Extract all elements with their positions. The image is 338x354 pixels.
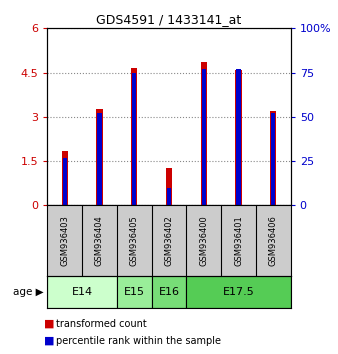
Text: age ▶: age ▶ bbox=[13, 287, 44, 297]
Bar bbox=[47, 276, 117, 308]
Text: GSM936406: GSM936406 bbox=[269, 215, 278, 266]
Bar bbox=[271, 113, 275, 205]
Text: ■: ■ bbox=[44, 319, 54, 329]
Text: GSM936402: GSM936402 bbox=[165, 215, 173, 266]
Bar bbox=[117, 276, 152, 308]
Bar bbox=[131, 68, 137, 205]
Bar bbox=[202, 69, 206, 205]
Text: GSM936405: GSM936405 bbox=[130, 215, 139, 266]
Bar bbox=[96, 109, 103, 205]
Text: ■: ■ bbox=[44, 336, 54, 346]
Bar bbox=[166, 167, 172, 205]
Bar bbox=[270, 111, 276, 205]
Text: GSM936403: GSM936403 bbox=[60, 215, 69, 266]
Text: E14: E14 bbox=[72, 287, 93, 297]
Text: GSM936404: GSM936404 bbox=[95, 215, 104, 266]
Bar bbox=[63, 158, 67, 205]
Bar bbox=[132, 73, 136, 205]
Bar bbox=[201, 62, 207, 205]
Text: GSM936400: GSM936400 bbox=[199, 215, 208, 266]
Text: E15: E15 bbox=[124, 287, 145, 297]
Title: GDS4591 / 1433141_at: GDS4591 / 1433141_at bbox=[96, 13, 242, 26]
Bar bbox=[62, 151, 68, 205]
Text: E16: E16 bbox=[159, 287, 179, 297]
Bar bbox=[235, 70, 242, 205]
Bar bbox=[237, 69, 241, 205]
Text: E17.5: E17.5 bbox=[223, 287, 255, 297]
Bar bbox=[167, 188, 171, 205]
Text: transformed count: transformed count bbox=[56, 319, 146, 329]
Text: percentile rank within the sample: percentile rank within the sample bbox=[56, 336, 221, 346]
Text: GSM936401: GSM936401 bbox=[234, 215, 243, 266]
Bar bbox=[152, 276, 186, 308]
Bar bbox=[97, 113, 101, 205]
Bar bbox=[186, 276, 291, 308]
